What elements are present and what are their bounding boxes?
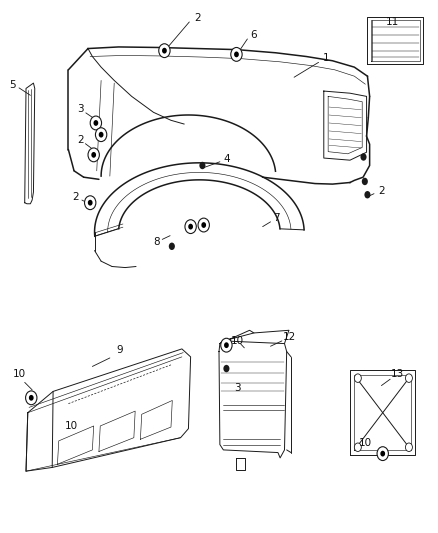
Circle shape <box>169 243 175 250</box>
Circle shape <box>159 44 170 58</box>
Circle shape <box>88 148 99 162</box>
Text: 3: 3 <box>234 383 241 393</box>
Text: 8: 8 <box>154 237 160 247</box>
Circle shape <box>85 196 96 209</box>
Text: 11: 11 <box>386 17 399 27</box>
Circle shape <box>95 128 107 142</box>
Circle shape <box>25 391 37 405</box>
Text: 13: 13 <box>391 369 404 379</box>
Text: 2: 2 <box>77 135 84 145</box>
Text: 10: 10 <box>12 369 25 379</box>
Text: 9: 9 <box>116 345 123 356</box>
Circle shape <box>88 200 92 206</box>
Text: 2: 2 <box>194 13 201 23</box>
Circle shape <box>406 443 413 451</box>
Text: 7: 7 <box>273 213 280 223</box>
Circle shape <box>223 365 230 372</box>
Text: 10: 10 <box>359 438 372 448</box>
Circle shape <box>198 218 209 232</box>
Circle shape <box>364 191 371 198</box>
Circle shape <box>360 154 367 161</box>
Text: 10: 10 <box>65 421 78 431</box>
Circle shape <box>91 152 96 158</box>
Text: 4: 4 <box>223 154 230 164</box>
Circle shape <box>224 342 229 348</box>
Circle shape <box>29 395 34 401</box>
Circle shape <box>377 447 389 461</box>
Text: 2: 2 <box>378 186 385 196</box>
Circle shape <box>201 222 206 228</box>
Circle shape <box>234 52 239 57</box>
Circle shape <box>362 177 368 185</box>
Text: 3: 3 <box>77 104 84 114</box>
Circle shape <box>185 220 196 233</box>
Circle shape <box>354 443 361 451</box>
Circle shape <box>188 224 193 230</box>
Text: 5: 5 <box>10 80 16 90</box>
Text: 1: 1 <box>323 53 329 63</box>
Text: 2: 2 <box>72 192 79 203</box>
Text: 10: 10 <box>231 336 244 346</box>
Circle shape <box>162 48 167 54</box>
Circle shape <box>380 451 385 457</box>
Circle shape <box>354 374 361 382</box>
Circle shape <box>221 338 232 352</box>
Circle shape <box>99 132 103 138</box>
Circle shape <box>199 162 205 169</box>
Text: 6: 6 <box>251 30 257 41</box>
Circle shape <box>231 47 242 61</box>
Text: 12: 12 <box>283 332 297 342</box>
Circle shape <box>90 116 102 130</box>
Circle shape <box>93 120 98 126</box>
Circle shape <box>406 374 413 382</box>
